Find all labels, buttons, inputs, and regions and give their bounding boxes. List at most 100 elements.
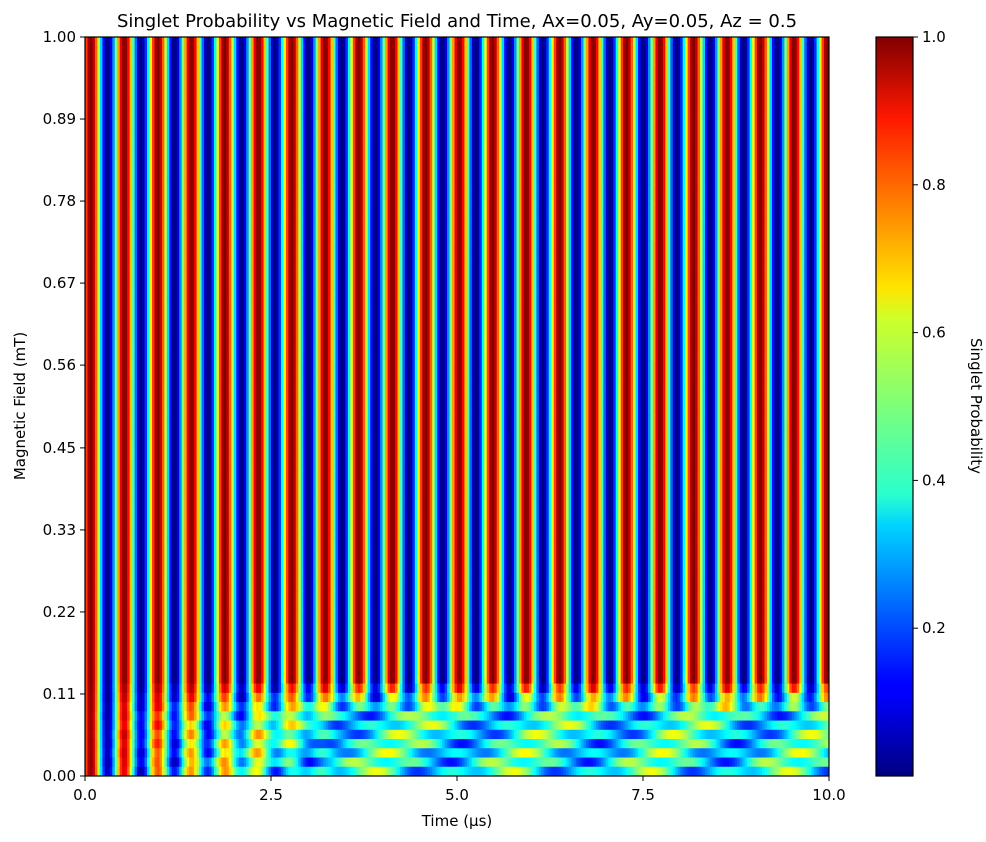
heatmap-cell xyxy=(791,101,795,112)
heatmap-cell xyxy=(757,110,761,121)
heatmap-cell xyxy=(776,92,780,103)
heatmap-cell xyxy=(677,120,681,130)
heatmap-cell xyxy=(600,92,604,103)
heatmap-cell xyxy=(231,83,235,94)
heatmap-cell xyxy=(196,129,200,140)
heatmap-cell xyxy=(469,37,473,47)
heatmap-cell xyxy=(246,46,250,57)
heatmap-cell xyxy=(357,138,361,149)
heatmap-cell xyxy=(107,129,111,140)
heatmap-cell xyxy=(209,147,213,158)
heatmap-cell xyxy=(762,55,766,66)
heatmap-cell xyxy=(181,138,185,149)
heatmap-cell xyxy=(275,64,280,75)
heatmap-cell xyxy=(204,101,208,112)
heatmap-cell xyxy=(471,64,475,75)
heatmap-cell xyxy=(375,138,379,149)
heatmap-cell xyxy=(94,37,98,47)
heatmap-cell xyxy=(776,110,780,121)
heatmap-cell xyxy=(375,37,379,47)
heatmap-cell xyxy=(752,120,756,130)
heatmap-cell xyxy=(543,129,547,140)
heatmap-cell xyxy=(680,37,684,47)
heatmap-cell xyxy=(345,129,349,140)
heatmap-cell xyxy=(221,46,225,57)
heatmap-cell xyxy=(417,55,421,66)
heatmap-cell xyxy=(248,37,252,47)
heatmap-cell xyxy=(819,120,823,130)
heatmap-cell xyxy=(298,46,302,57)
heatmap-cell xyxy=(722,64,726,75)
heatmap-cell xyxy=(705,92,709,103)
heatmap-cell xyxy=(223,64,227,75)
heatmap-cell xyxy=(218,64,222,75)
heatmap-cell xyxy=(201,64,205,75)
heatmap-cell xyxy=(707,129,711,140)
heatmap-cell xyxy=(166,92,170,103)
heatmap-cell xyxy=(442,120,446,130)
heatmap-cell xyxy=(399,73,404,84)
heatmap-cell xyxy=(241,110,245,121)
heatmap-cell xyxy=(722,46,726,57)
heatmap-cell xyxy=(238,138,242,149)
heatmap-cell xyxy=(87,92,91,103)
heatmap-cell xyxy=(397,120,401,130)
heatmap-cell xyxy=(729,46,733,57)
heatmap-cell xyxy=(506,55,510,66)
heatmap-cell xyxy=(437,92,441,103)
heatmap-cell xyxy=(461,120,466,130)
heatmap-cell xyxy=(635,129,639,140)
heatmap-cell xyxy=(365,83,369,94)
heatmap-cell xyxy=(251,55,255,66)
heatmap-cell xyxy=(769,129,773,140)
heatmap-cell xyxy=(387,46,391,57)
heatmap-cell xyxy=(826,55,829,66)
heatmap-cell xyxy=(290,37,294,47)
heatmap-cell xyxy=(786,37,790,47)
heatmap-cell xyxy=(288,46,292,57)
heatmap-cell xyxy=(300,73,304,84)
heatmap-cell xyxy=(261,64,265,75)
heatmap-cell xyxy=(767,120,771,130)
heatmap-cell xyxy=(779,92,783,103)
heatmap-cell xyxy=(657,101,661,112)
heatmap-cell xyxy=(218,101,222,112)
heatmap-cell xyxy=(449,73,453,84)
heatmap-cell xyxy=(809,92,813,103)
heatmap-cell xyxy=(137,83,141,94)
heatmap-cell xyxy=(85,64,89,75)
heatmap-cell xyxy=(734,129,738,140)
heatmap-cell xyxy=(407,110,411,121)
heatmap-cell xyxy=(238,101,242,112)
heatmap-cell xyxy=(650,138,654,149)
heatmap-cell xyxy=(352,64,356,75)
heatmap-cell xyxy=(313,129,317,140)
heatmap-cell xyxy=(700,64,704,75)
heatmap-cell xyxy=(117,46,121,57)
heatmap-cell xyxy=(144,64,148,75)
heatmap-cell xyxy=(147,147,151,158)
heatmap-cell xyxy=(757,101,761,112)
heatmap-cell xyxy=(107,83,111,94)
heatmap-cell xyxy=(375,129,379,140)
heatmap-cell xyxy=(543,92,547,103)
heatmap-cell xyxy=(194,64,198,75)
heatmap-cell xyxy=(184,92,188,103)
heatmap-cell xyxy=(576,92,580,103)
heatmap-cell xyxy=(672,73,676,84)
heatmap-cell xyxy=(650,64,654,75)
heatmap-cell xyxy=(585,83,590,94)
heatmap-cell xyxy=(707,92,711,103)
heatmap-cell xyxy=(424,129,428,140)
heatmap-cell xyxy=(816,138,820,149)
heatmap-cell xyxy=(89,55,94,66)
heatmap-cell xyxy=(573,129,577,140)
heatmap-cell xyxy=(419,120,423,130)
heatmap-cell xyxy=(92,120,96,130)
heatmap-cell xyxy=(494,110,498,121)
heatmap-cell xyxy=(489,129,493,140)
heatmap-cell xyxy=(328,73,332,84)
heatmap-cell xyxy=(149,55,153,66)
heatmap-cell xyxy=(640,55,644,66)
heatmap-cell xyxy=(660,73,664,84)
